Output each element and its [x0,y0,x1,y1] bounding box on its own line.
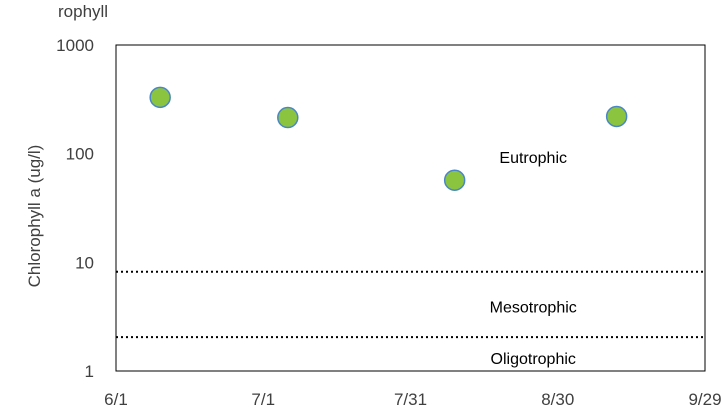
y-tick-label-1: 1 [85,362,94,381]
x-tick-label-6-1: 6/1 [104,390,128,409]
data-point-3 [443,169,466,191]
x-tick-label-7-31: 7/31 [394,390,427,409]
y-axis-title: Chlorophyll a (ug/l) [25,145,44,288]
y-axis-ticks: 1 10 100 1000 [56,36,94,381]
data-point-4 [605,105,628,128]
plot-area-frame [115,44,706,372]
threshold-lines [116,270,705,339]
x-tick-label-7-1: 7/1 [251,390,275,409]
zone-label-mesotrophic: Mesotrophic [490,300,577,317]
y-tick-label-1000: 1000 [56,36,94,55]
chart-title-fragment: rophyll [58,2,108,21]
y-tick-label-10: 10 [75,253,94,272]
zone-label-oligotrophic: Oligotrophic [491,351,576,368]
data-points [149,86,628,191]
data-point-1 [149,86,171,109]
y-tick-label-100: 100 [66,145,94,164]
x-tick-label-9-29: 9/29 [688,390,721,409]
data-point-2 [277,106,299,129]
x-tick-label-8-30: 8/30 [541,390,574,409]
zone-labels: Eutrophic Mesotrophic Oligotrophic [490,150,577,368]
zone-label-eutrophic: Eutrophic [499,150,567,167]
x-axis-ticks: 6/1 7/1 7/31 8/30 9/29 [104,390,721,409]
